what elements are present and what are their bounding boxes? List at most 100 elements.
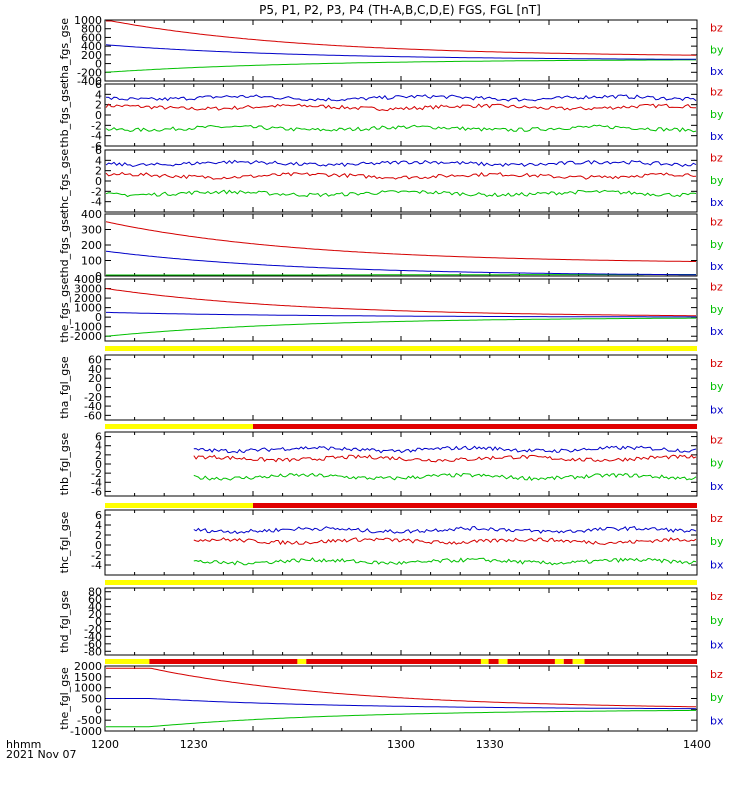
status-bar-segment	[105, 580, 697, 585]
y-tick-label: 3000	[74, 283, 102, 296]
y-tick-label: -40	[84, 400, 102, 413]
y-tick-label: 0	[95, 270, 102, 283]
status-bar-segment	[572, 659, 585, 664]
y-tick-label: -4	[91, 130, 102, 143]
y-tick-label: 0	[95, 175, 102, 188]
y-tick-label: 6	[95, 78, 102, 91]
y-tick-label: 300	[81, 224, 102, 237]
y-tick-label: 0	[95, 458, 102, 471]
y-axis-label: thb_fgs_gse	[58, 82, 71, 148]
y-tick-label: -20	[84, 391, 102, 404]
y-tick-label: -4	[91, 196, 102, 209]
series-line-by	[105, 189, 697, 198]
legend-bz: bz	[710, 215, 723, 228]
legend-bx: bx	[710, 65, 724, 78]
y-tick-label: -400	[77, 75, 102, 88]
y-tick-label: 0	[95, 58, 102, 71]
series-line-bz	[106, 667, 697, 708]
status-bar-segment	[105, 659, 150, 664]
y-tick-label: -6	[91, 485, 102, 498]
x-tick-label: 1230	[180, 738, 208, 751]
y-tick-label: 200	[81, 49, 102, 62]
legend-bz: bz	[710, 590, 723, 603]
y-tick-label: 1000	[74, 682, 102, 695]
series-line-by	[106, 274, 696, 276]
legend-bz: bz	[710, 21, 723, 34]
series-line-bz	[105, 288, 696, 317]
y-tick-label: -80	[84, 645, 102, 658]
series-line-bx	[105, 159, 697, 168]
y-tick-label: -40	[84, 630, 102, 643]
y-tick-label: -1000	[70, 321, 102, 334]
status-bar-segment	[498, 659, 508, 664]
series-line-bz	[105, 221, 696, 262]
legend-bz: bz	[710, 85, 723, 98]
y-tick-label: -2	[91, 185, 102, 198]
y-tick-label: 2	[95, 99, 102, 112]
legend-by: by	[710, 238, 724, 251]
y-axis-label: the_fgl_gse	[58, 667, 71, 730]
y-tick-label: 0	[95, 616, 102, 629]
legend-by: by	[710, 174, 724, 187]
y-tick-label: 100	[81, 255, 102, 268]
y-tick-label: 6	[95, 431, 102, 444]
y-tick-label: 800	[81, 23, 102, 36]
y-axis-label: tha_fgl_gse	[58, 356, 71, 419]
panel-frame	[104, 665, 698, 732]
y-tick-label: 6	[95, 144, 102, 157]
legend-bz: bz	[710, 512, 723, 525]
y-tick-label: 4	[95, 154, 102, 167]
y-tick-label: 200	[81, 239, 102, 252]
series-line-bx	[193, 445, 697, 454]
series-line-by	[193, 472, 697, 481]
series-line-bx	[105, 44, 696, 60]
legend-by: by	[710, 535, 724, 548]
series-line-by	[193, 557, 697, 566]
panel-frame	[104, 213, 698, 277]
y-tick-label: -4	[91, 559, 102, 572]
series-line-by	[105, 317, 696, 337]
y-axis-label: thd_fgs_gse	[58, 212, 71, 278]
x-axis-label-hhmm: hhmm	[6, 738, 41, 751]
y-tick-label: 60	[88, 354, 102, 367]
status-bar-segment	[253, 424, 697, 429]
legend-by: by	[710, 457, 724, 470]
panel-frame	[104, 587, 698, 656]
y-axis-label: tha_fgs_gse	[58, 18, 71, 83]
series-line-bz	[105, 103, 697, 112]
y-axis-label: thd_fgl_gse	[58, 590, 71, 653]
x-axis-label-date: 2021 Nov 07	[6, 748, 76, 761]
legend-by: by	[710, 108, 724, 121]
status-bar-segment	[297, 659, 307, 664]
y-tick-label: 2000	[74, 292, 102, 305]
legend-by: by	[710, 303, 724, 316]
series-line-bx	[105, 250, 697, 276]
status-bar-segment	[306, 659, 481, 664]
y-tick-label: -2	[91, 119, 102, 132]
legend-by: by	[710, 614, 724, 627]
panel-frame	[104, 149, 698, 213]
y-tick-label: 0	[95, 382, 102, 395]
panel-frame	[104, 83, 698, 147]
status-bar-segment	[488, 659, 499, 664]
y-tick-label: -2	[91, 467, 102, 480]
y-tick-label: -200	[77, 66, 102, 79]
legend-bx: bx	[710, 130, 724, 143]
y-tick-label: 2	[95, 165, 102, 178]
y-tick-label: -20	[84, 623, 102, 636]
y-tick-label: 400	[81, 40, 102, 53]
y-tick-label: 1000	[74, 302, 102, 315]
legend-bx: bx	[710, 260, 724, 273]
y-tick-label: 4000	[74, 273, 102, 286]
y-tick-label: -6	[91, 140, 102, 153]
legend-bz: bz	[710, 434, 723, 447]
panel-frame	[104, 278, 698, 342]
y-tick-label: 0	[95, 109, 102, 122]
status-bar-segment	[253, 503, 697, 508]
